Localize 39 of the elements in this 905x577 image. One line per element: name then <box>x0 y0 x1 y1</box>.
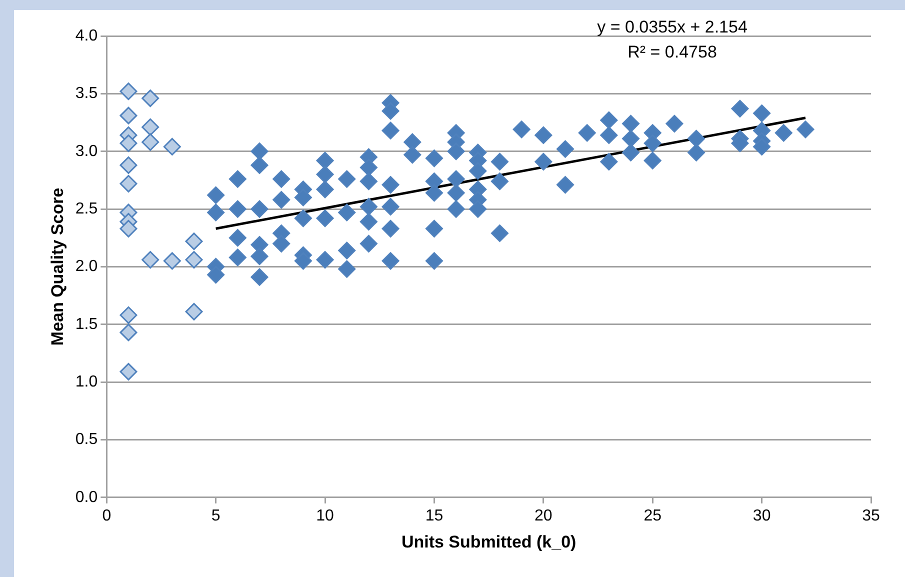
y-tick-label: 3.5 <box>75 85 98 102</box>
x-tick-label: 10 <box>316 507 334 524</box>
y-tick-label: 2.5 <box>75 200 98 218</box>
point <box>120 174 138 192</box>
point <box>120 82 138 100</box>
point <box>120 106 138 124</box>
point <box>142 251 160 269</box>
x-tick-label: 25 <box>644 507 662 524</box>
y-tick-label: 3.0 <box>75 142 98 160</box>
y-tick-label: 4.0 <box>75 27 98 44</box>
x-tick-label: 15 <box>425 507 444 524</box>
y-axis-title: Mean Quality Score <box>48 188 67 346</box>
point <box>142 133 160 151</box>
point <box>120 362 138 380</box>
x-tick-label: 5 <box>211 507 220 524</box>
y-tick-label: 1.5 <box>75 316 98 333</box>
y-tick-label: 2.0 <box>75 258 98 276</box>
annotation: R² = 0.4758 <box>628 42 717 62</box>
x-tick-label: 20 <box>534 507 552 524</box>
point <box>120 220 138 238</box>
point <box>120 134 138 152</box>
point <box>120 306 138 324</box>
annotation: y = 0.0355x + 2.154 <box>597 18 748 37</box>
x-tick-label: 35 <box>862 507 880 524</box>
x-tick-label: 30 <box>752 507 771 524</box>
point <box>185 302 203 320</box>
x-tick-label: 0 <box>102 507 112 524</box>
point <box>163 138 181 156</box>
point <box>120 324 138 342</box>
point <box>142 90 160 108</box>
y-tick-label: 1.0 <box>75 373 98 390</box>
point <box>120 156 138 174</box>
point <box>185 251 203 269</box>
point <box>185 232 203 250</box>
point <box>163 252 181 270</box>
y-tick-label: 0.0 <box>75 488 98 506</box>
point <box>142 118 160 136</box>
y-tick-label: 0.5 <box>75 431 98 448</box>
x-axis-title: Units Submitted (k_0) <box>401 532 576 552</box>
